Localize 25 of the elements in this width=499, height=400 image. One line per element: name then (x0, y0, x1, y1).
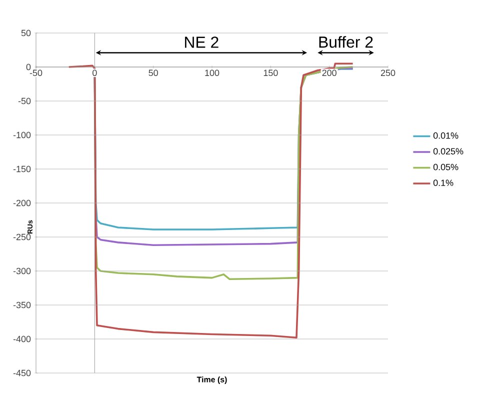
line-series (68, 62, 354, 339)
annotation: Buffer 2 (319, 36, 373, 48)
y-tick-label: 50 (21, 30, 31, 36)
legend-label: 0.01% (433, 132, 458, 139)
x-tick-label: 50 (148, 70, 158, 76)
legend-label: 0.1% (433, 180, 454, 186)
y-tick-label: -450 (13, 370, 31, 376)
y-tick-label: -350 (13, 302, 31, 308)
legend-label: 0.05% (433, 164, 458, 170)
legend-label: 0.025% (433, 148, 464, 154)
y-tick-label: -300 (13, 268, 31, 274)
x-tick-label: -50 (30, 70, 42, 76)
x-tick-label: 0 (92, 70, 97, 76)
x-tick-label: 200 (322, 70, 336, 76)
y-tick-label: -50 (18, 98, 31, 104)
x-tick-label: 150 (264, 70, 278, 76)
y-tick-label: -250 (13, 234, 31, 240)
annotation: NE 2 (185, 36, 218, 48)
y-tick-label: -100 (13, 132, 31, 138)
y-tick-label: -200 (13, 200, 31, 206)
y-tick-label: 0 (26, 64, 31, 70)
x-tick-label: 250 (380, 70, 396, 76)
x-tick-label: 100 (205, 70, 220, 76)
y-tick-label: -150 (13, 166, 31, 172)
y-tick-label: -400 (13, 336, 31, 342)
